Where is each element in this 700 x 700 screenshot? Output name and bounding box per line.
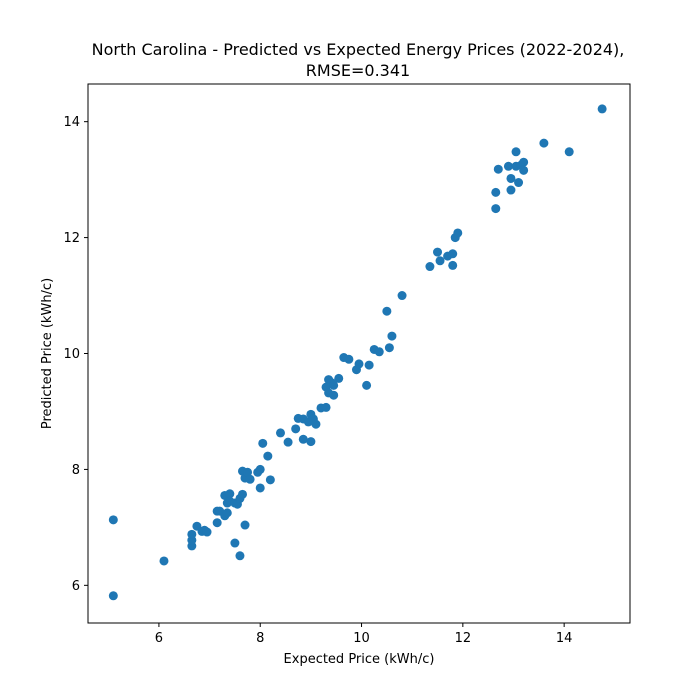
data-point	[298, 434, 308, 444]
data-point	[243, 467, 253, 477]
data-point	[539, 138, 549, 148]
y-tick-label: 6	[72, 579, 80, 594]
data-point	[255, 483, 265, 493]
y-axis-label: Predicted Price (kWh/c)	[40, 278, 55, 429]
x-tick-label: 6	[155, 631, 163, 646]
data-point	[597, 104, 607, 114]
data-point	[564, 147, 574, 157]
data-point	[503, 161, 513, 171]
data-point	[235, 551, 245, 561]
data-point	[265, 475, 275, 485]
data-point	[448, 249, 458, 259]
data-point	[362, 380, 372, 390]
data-point	[283, 437, 293, 447]
data-point	[448, 260, 458, 270]
x-tick-label: 12	[455, 631, 472, 646]
data-point	[222, 508, 232, 518]
chart-title-line-1: North Carolina - Predicted vs Expected E…	[92, 40, 625, 59]
data-point	[374, 347, 384, 357]
data-point	[245, 474, 255, 484]
x-axis-label: Expected Price (kWh/c)	[284, 652, 435, 667]
data-point	[387, 331, 397, 341]
data-point	[514, 178, 524, 188]
data-point	[382, 306, 392, 316]
y-tick-label: 12	[63, 231, 80, 246]
data-point	[344, 354, 354, 364]
data-point	[321, 402, 331, 412]
data-point	[491, 204, 501, 214]
x-tick-label: 8	[256, 631, 264, 646]
y-tick-label: 14	[63, 115, 80, 130]
data-point	[506, 185, 516, 195]
data-point	[453, 228, 463, 238]
data-point	[506, 173, 516, 183]
data-point	[238, 489, 247, 499]
data-point	[519, 165, 529, 175]
data-point	[435, 256, 445, 266]
data-point	[255, 464, 265, 474]
data-point	[212, 518, 222, 528]
data-point	[291, 424, 301, 434]
data-point	[364, 360, 374, 370]
x-tick-label: 10	[353, 631, 370, 646]
data-point	[493, 164, 503, 174]
data-point	[108, 515, 118, 525]
y-tick-label: 8	[72, 463, 80, 478]
data-point	[258, 438, 268, 448]
data-point	[263, 451, 273, 461]
axis-ticks: 6 8 10 12 14 6 8 10 12 14	[63, 115, 572, 646]
data-point	[230, 538, 240, 548]
data-point	[384, 343, 394, 353]
data-point	[225, 489, 235, 499]
data-point	[397, 291, 407, 301]
data-point	[511, 147, 521, 157]
data-points	[108, 104, 607, 601]
data-point	[354, 359, 364, 369]
data-point	[425, 262, 435, 272]
data-point	[311, 419, 321, 429]
data-point	[433, 247, 443, 257]
data-point	[159, 556, 169, 566]
x-tick-label: 14	[556, 631, 573, 646]
data-point	[519, 157, 529, 167]
y-tick-label: 10	[63, 347, 80, 362]
data-point	[108, 591, 118, 601]
data-point	[240, 520, 250, 530]
data-point	[275, 428, 285, 438]
data-point	[202, 527, 212, 537]
plot-frame	[87, 83, 631, 624]
data-point	[187, 529, 197, 539]
data-point	[306, 437, 316, 447]
data-point	[329, 390, 339, 400]
data-point	[491, 187, 501, 197]
chart-title-line-2: RMSE=0.341	[306, 61, 410, 80]
data-point	[334, 373, 344, 383]
data-point	[329, 380, 339, 390]
